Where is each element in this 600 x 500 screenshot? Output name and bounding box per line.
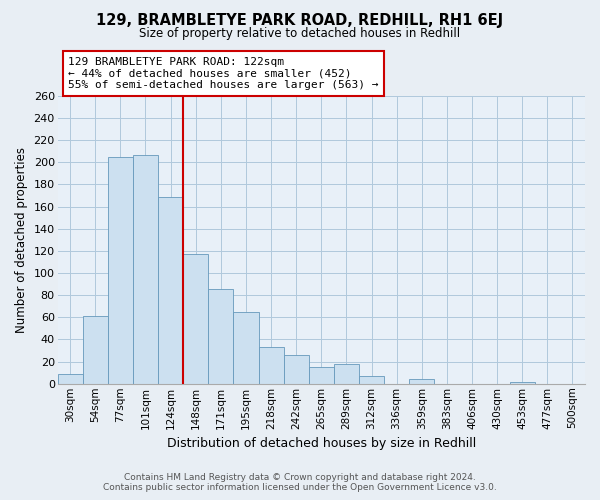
- Bar: [233, 312, 259, 384]
- Bar: [108, 157, 133, 384]
- Bar: [284, 355, 309, 384]
- Bar: [409, 380, 434, 384]
- Bar: [509, 382, 535, 384]
- Bar: [83, 316, 108, 384]
- Bar: [334, 364, 359, 384]
- Bar: [359, 376, 384, 384]
- Bar: [133, 154, 158, 384]
- Bar: [158, 196, 183, 384]
- Text: Contains HM Land Registry data © Crown copyright and database right 2024.
Contai: Contains HM Land Registry data © Crown c…: [103, 473, 497, 492]
- Bar: [208, 288, 233, 384]
- Text: 129, BRAMBLETYE PARK ROAD, REDHILL, RH1 6EJ: 129, BRAMBLETYE PARK ROAD, REDHILL, RH1 …: [97, 12, 503, 28]
- Y-axis label: Number of detached properties: Number of detached properties: [15, 147, 28, 333]
- Text: Size of property relative to detached houses in Redhill: Size of property relative to detached ho…: [139, 28, 461, 40]
- Text: 129 BRAMBLETYE PARK ROAD: 122sqm
← 44% of detached houses are smaller (452)
55% : 129 BRAMBLETYE PARK ROAD: 122sqm ← 44% o…: [68, 57, 379, 90]
- Bar: [309, 367, 334, 384]
- Bar: [259, 347, 284, 384]
- Bar: [58, 374, 83, 384]
- Bar: [183, 254, 208, 384]
- X-axis label: Distribution of detached houses by size in Redhill: Distribution of detached houses by size …: [167, 437, 476, 450]
